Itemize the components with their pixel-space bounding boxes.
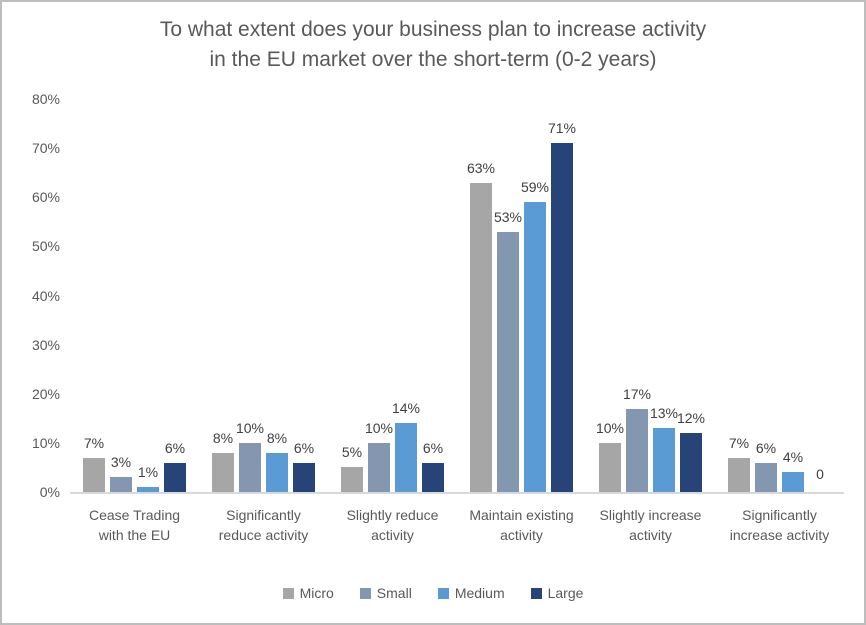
- bar-group-2: 8% 10% 8% 6%: [199, 99, 328, 492]
- data-label-micro-2: 8%: [212, 429, 234, 446]
- bar-large-2: [293, 462, 315, 492]
- category-label-line: Slightly increase: [599, 507, 702, 523]
- data-label-medium-3: 14%: [391, 400, 421, 417]
- chart-title-line-2: in the EU market over the short-term (0-…: [209, 48, 657, 71]
- legend-label: Micro: [299, 585, 334, 601]
- data-label-large-1: 6%: [164, 439, 186, 456]
- legend-swatch-icon: [359, 587, 371, 599]
- bar-micro-3: [341, 467, 363, 492]
- y-axis-tick-label: 30%: [31, 336, 60, 353]
- data-label-small-2: 10%: [235, 419, 265, 436]
- bar-large-5: [680, 433, 702, 492]
- data-label-medium-5: 13%: [649, 405, 679, 422]
- y-axis-tick-label: 20%: [31, 385, 60, 402]
- bar-medium-5: [653, 428, 675, 492]
- data-label-small-3: 10%: [364, 419, 394, 436]
- bar-group-6: 7% 6% 4% 0: [715, 99, 844, 492]
- category-label-line: Significantly: [742, 507, 817, 523]
- category-label-line: Maintain existing: [469, 507, 574, 523]
- category-label-line: with the EU: [98, 527, 171, 543]
- category-label-3: Slightly reduce activity: [328, 505, 457, 545]
- category-label-1: Cease Trading with the EU: [70, 505, 199, 545]
- category-label-4: Maintain existing activity: [457, 505, 586, 545]
- category-label-line: Slightly reduce: [346, 507, 439, 523]
- legend-label: Medium: [454, 585, 505, 601]
- category-label-2: Significantly reduce activity: [199, 505, 328, 545]
- data-label-small-6: 6%: [755, 439, 777, 456]
- legend: Micro Small Medium Large: [2, 585, 864, 601]
- legend-item-small: Small: [359, 585, 412, 601]
- data-label-micro-5: 10%: [595, 419, 625, 436]
- data-label-small-1: 3%: [110, 454, 132, 471]
- y-axis-tick-label: 40%: [31, 287, 60, 304]
- bar-large-3: [422, 462, 444, 492]
- bar-group-1: 7% 3% 1% 6%: [70, 99, 199, 492]
- bar-micro-6: [728, 457, 750, 492]
- data-label-micro-3: 5%: [341, 444, 363, 461]
- category-label-line: Cease Trading: [88, 507, 181, 523]
- data-label-micro-4: 63%: [466, 159, 496, 176]
- bar-group-4: 63% 53% 59% 71%: [457, 99, 586, 492]
- data-label-medium-1: 1%: [137, 464, 159, 481]
- bar-small-3: [368, 442, 390, 492]
- category-label-line: activity: [629, 527, 672, 543]
- bar-medium-6: [782, 472, 804, 492]
- bar-micro-5: [599, 442, 621, 492]
- category-label-line: increase activity: [729, 527, 830, 543]
- bar-small-5: [626, 408, 648, 492]
- category-label-line: Significantly: [226, 507, 301, 523]
- legend-item-micro: Micro: [282, 585, 334, 601]
- y-axis-tick-label: 0%: [39, 484, 60, 500]
- data-label-micro-1: 7%: [83, 434, 105, 451]
- category-label-6: Significantly increase activity: [715, 505, 844, 545]
- bar-micro-2: [212, 452, 234, 492]
- y-axis-tick-label: 70%: [31, 140, 60, 157]
- bar-large-4: [551, 143, 573, 492]
- data-label-micro-6: 7%: [728, 434, 750, 451]
- bar-micro-1: [83, 457, 105, 492]
- y-axis-tick-label: 50%: [31, 238, 60, 255]
- bar-micro-4: [470, 182, 492, 492]
- y-axis-tick-label: 80%: [31, 91, 60, 107]
- bar-group-3: 5% 10% 14% 6%: [328, 99, 457, 492]
- chart-title: To what extent does your business plan t…: [2, 15, 864, 75]
- legend-swatch-icon: [437, 587, 449, 599]
- legend-swatch-icon: [530, 587, 542, 599]
- bar-group-5: 10% 17% 13% 12%: [586, 99, 715, 492]
- x-axis-line: [70, 492, 844, 494]
- legend-item-medium: Medium: [437, 585, 505, 601]
- y-axis-tick-label: 60%: [31, 189, 60, 206]
- category-label-5: Slightly increase activity: [586, 505, 715, 545]
- y-axis-tick-label: 10%: [31, 434, 60, 451]
- bar-medium-4: [524, 202, 546, 492]
- bar-small-6: [755, 462, 777, 492]
- category-label-line: activity: [500, 527, 543, 543]
- data-label-small-4: 53%: [493, 208, 523, 225]
- bar-medium-2: [266, 452, 288, 492]
- data-label-large-3: 6%: [422, 439, 444, 456]
- data-label-medium-4: 59%: [520, 179, 550, 196]
- data-label-large-2: 6%: [293, 439, 315, 456]
- bar-small-1: [110, 477, 132, 492]
- data-label-large-6: 0: [816, 466, 824, 482]
- legend-item-large: Large: [530, 585, 584, 601]
- bar-medium-1: [137, 487, 159, 492]
- bar-small-2: [239, 442, 261, 492]
- legend-label: Large: [547, 585, 584, 601]
- data-label-small-5: 17%: [622, 385, 652, 402]
- category-label-line: activity: [371, 527, 414, 543]
- data-label-large-4: 71%: [547, 120, 577, 137]
- bar-medium-3: [395, 423, 417, 492]
- plot-area: 7% 3% 1% 6% 8% 10% 8% 6% 5% 10% 14% 6% 63% 53% 59% 71% 1…: [70, 99, 844, 494]
- data-label-medium-6: 4%: [782, 449, 804, 466]
- data-label-medium-2: 8%: [266, 429, 288, 446]
- chart-title-line-1: To what extent does your business plan t…: [159, 18, 707, 41]
- category-label-line: reduce activity: [218, 527, 309, 543]
- legend-swatch-icon: [282, 587, 294, 599]
- data-label-large-5: 12%: [676, 410, 706, 427]
- legend-label: Small: [376, 585, 412, 601]
- bar-small-4: [497, 231, 519, 492]
- bar-large-1: [164, 462, 186, 492]
